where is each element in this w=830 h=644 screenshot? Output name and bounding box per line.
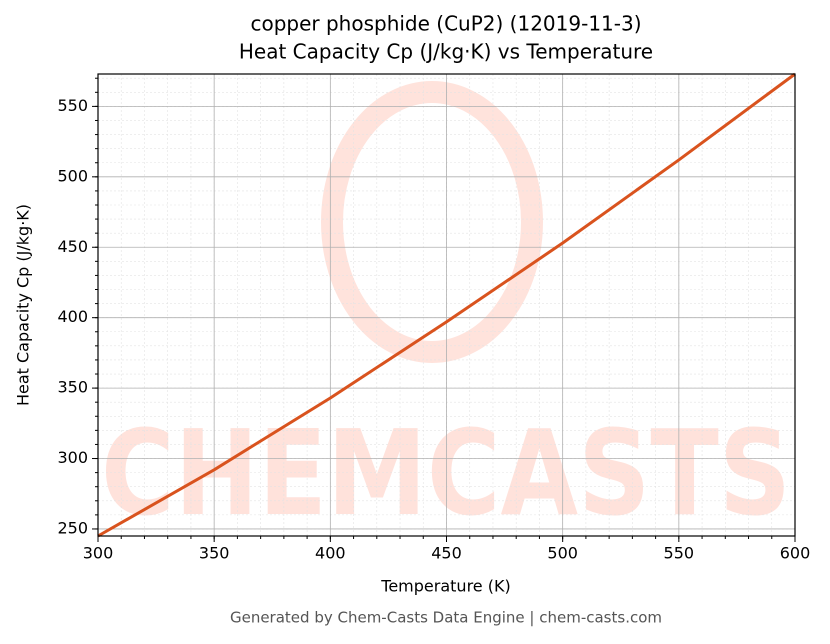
footer: Generated by Chem-Casts Data Engine | ch… [230, 609, 662, 627]
y-tick-label: 500 [57, 166, 88, 185]
x-tick-label: 450 [431, 544, 462, 563]
data-line [97, 72, 796, 538]
y-tick-label: 300 [57, 448, 88, 467]
x-axis-label: Temperature (K) [380, 577, 510, 596]
x-tick-label: 500 [547, 544, 578, 563]
y-tick-label: 450 [57, 237, 88, 256]
y-tick-label: 550 [57, 96, 88, 115]
y-tick-label: 400 [57, 307, 88, 326]
y-axis-label: Heat Capacity Cp (J/kg·K) [14, 204, 33, 406]
y-tick-label: 250 [57, 518, 88, 537]
x-tick-label: 600 [780, 544, 811, 563]
watermark: CHEMCASTS [101, 81, 791, 542]
x-tick-label: 300 [83, 544, 114, 563]
watermark-logo [321, 81, 543, 363]
x-tick-label: 400 [315, 544, 346, 563]
plot-frame [97, 73, 796, 537]
chart-subtitle: Heat Capacity Cp (J/kg·K) vs Temperature [239, 40, 653, 64]
x-tick-label: 350 [199, 544, 230, 563]
y-tick-label: 350 [57, 378, 88, 397]
chart-title: copper phosphide (CuP2) (12019-11-3) [250, 12, 641, 36]
watermark-text: CHEMCASTS [101, 404, 791, 542]
x-tick-label: 550 [664, 544, 695, 563]
